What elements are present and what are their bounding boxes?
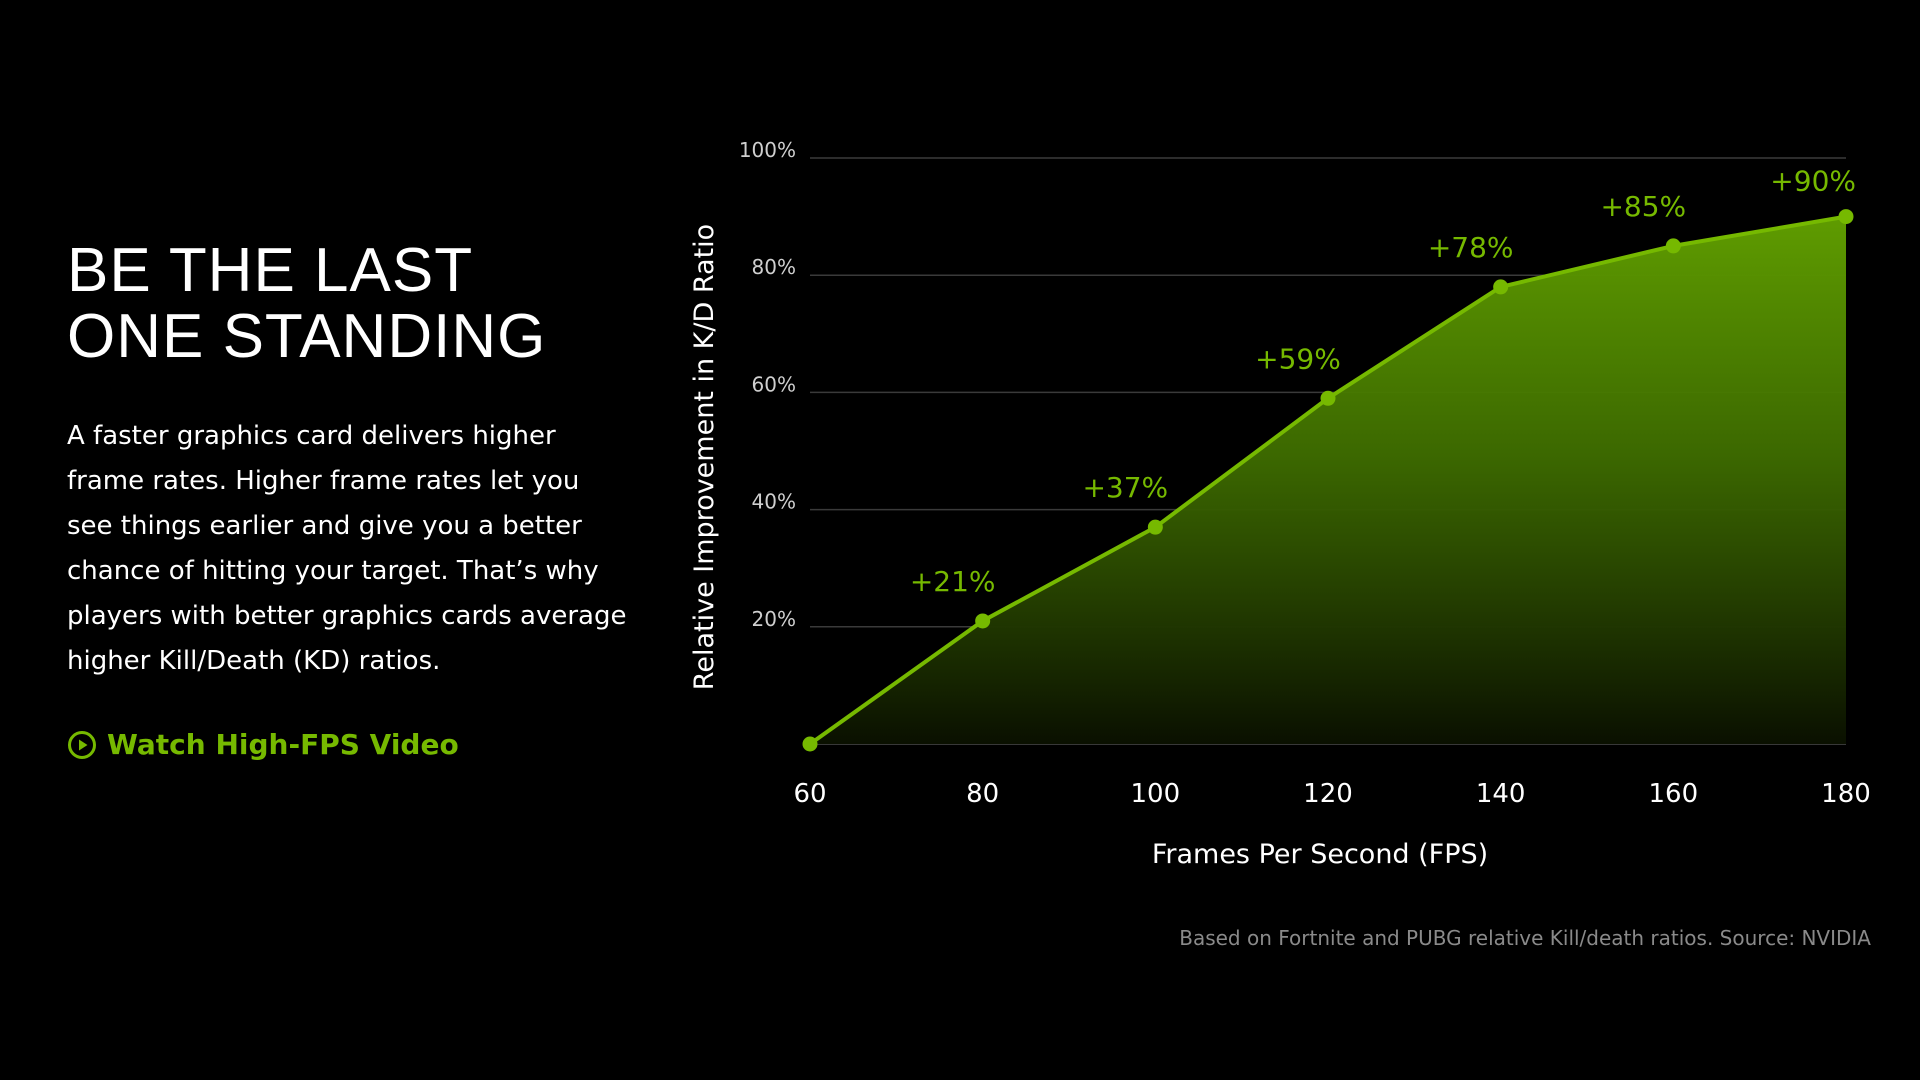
y-tick-label: 100% <box>739 138 796 162</box>
series-area <box>810 216 1846 745</box>
watch-video-label: Watch High-FPS Video <box>107 728 459 761</box>
headline-line-2: ONE STANDING <box>67 302 547 371</box>
y-tick-label: 80% <box>752 255 796 279</box>
x-tick-label: 180 <box>1821 779 1871 809</box>
point-layer <box>802 209 1854 752</box>
tick-layer: 20% 40% 60% 80% 100% 60 80 100 120 140 160 180 <box>739 138 1871 809</box>
data-label: +21% <box>910 565 996 598</box>
x-tick-label: 100 <box>1131 779 1181 809</box>
data-label: +90% <box>1770 165 1856 198</box>
x-axis-title: Frames Per Second (FPS) <box>1152 839 1488 870</box>
x-tick-label: 80 <box>966 779 999 809</box>
data-point <box>1320 390 1336 406</box>
data-point <box>975 613 991 629</box>
label-layer: +21% +37% +59% +78% +85% +90% <box>910 165 1856 598</box>
x-tick-label: 60 <box>793 779 826 809</box>
source-note: Based on Fortnite and PUBG relative Kill… <box>1179 926 1871 950</box>
y-tick-label: 40% <box>752 490 796 514</box>
x-tick-label: 120 <box>1303 779 1353 809</box>
data-point <box>1493 279 1509 295</box>
data-label: +85% <box>1600 190 1686 223</box>
data-point <box>1838 209 1854 225</box>
intro-panel: BE THE LAST ONE STANDING A faster graphi… <box>67 238 627 764</box>
data-point <box>1147 519 1163 535</box>
headline-line-1: BE THE LAST <box>67 236 474 305</box>
area-layer <box>810 216 1846 745</box>
body-text: A faster graphics card delivers higher f… <box>67 421 627 676</box>
data-label: +37% <box>1082 471 1168 504</box>
data-point <box>1665 238 1681 254</box>
data-label: +78% <box>1428 231 1514 264</box>
x-tick-label: 160 <box>1649 779 1699 809</box>
x-tick-label: 140 <box>1476 779 1526 809</box>
y-tick-label: 60% <box>752 372 796 396</box>
data-point <box>802 736 818 752</box>
play-circle-icon <box>68 730 96 759</box>
y-axis-title: Relative Improvement in K/D Ratio <box>689 224 720 690</box>
headline: BE THE LAST ONE STANDING <box>67 238 627 370</box>
watch-video-link[interactable]: Watch High-FPS Video <box>67 728 459 761</box>
data-label: +59% <box>1255 342 1341 375</box>
y-tick-label: 20% <box>752 607 796 631</box>
